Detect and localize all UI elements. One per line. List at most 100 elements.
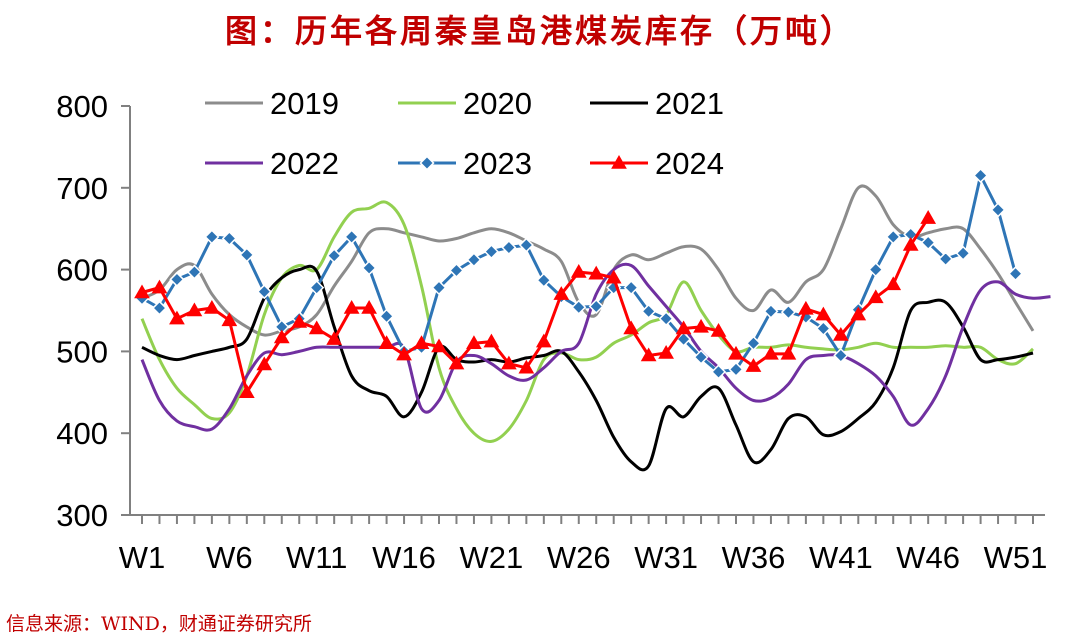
legend-item-2023: 2023: [398, 146, 532, 181]
data-point-2024: [343, 300, 360, 314]
data-point-2023: [571, 299, 587, 315]
chart-title: 图：历年各周秦皇岛港煤炭库存（万吨）: [224, 12, 855, 50]
x-tick-label: W36: [722, 540, 786, 575]
data-point-2024: [396, 346, 412, 361]
data-point-2024: [361, 300, 377, 314]
data-point-2024: [867, 289, 884, 304]
data-point-2023: [588, 298, 604, 314]
data-point-2023: [344, 229, 360, 245]
y-tick-label: 400: [56, 416, 108, 451]
data-point-2023: [745, 335, 762, 351]
data-point-2023: [466, 252, 482, 268]
series-line-2020: [140, 200, 1035, 443]
data-point-2023: [780, 304, 796, 320]
x-tick-label: W1: [119, 540, 166, 575]
data-point-2023: [885, 229, 901, 245]
data-point-2023: [309, 280, 325, 296]
data-point-2023: [169, 271, 185, 287]
legend-label: 2020: [463, 86, 532, 121]
legend-label: 2023: [463, 146, 532, 181]
data-point-2024: [134, 284, 150, 299]
data-point-2023: [693, 349, 709, 365]
series-line-2021: [141, 264, 1034, 472]
x-tick-label: W16: [372, 540, 436, 575]
data-point-2024: [378, 335, 395, 349]
data-point-2024: [553, 286, 570, 300]
data-point-2024: [221, 312, 238, 327]
data-point-2023: [501, 239, 517, 256]
data-point-2024: [605, 269, 622, 284]
data-point-2024: [466, 335, 482, 349]
data-point-2023: [641, 303, 657, 319]
data-point-2024: [850, 306, 867, 321]
data-point-2023: [431, 280, 447, 296]
data-point-2024: [728, 345, 744, 360]
data-point-2024: [780, 345, 797, 360]
data-point-2023: [868, 262, 884, 278]
legend-label: 2024: [655, 146, 724, 181]
data-point-2023: [658, 311, 674, 327]
data-point-2024: [570, 264, 587, 278]
data-point-2023: [221, 230, 237, 247]
data-point-2023: [379, 308, 395, 324]
data-point-2024: [588, 265, 605, 280]
data-point-2023: [326, 248, 342, 264]
series-line-2024: [141, 217, 930, 394]
data-point-2024: [535, 333, 552, 348]
data-point-2024: [763, 345, 779, 360]
y-tick-label: 600: [56, 253, 108, 288]
legend-label: 2019: [270, 86, 339, 121]
x-tick-label: W31: [634, 540, 698, 575]
data-point-2024: [885, 276, 902, 291]
data-point-2024: [501, 355, 517, 370]
data-point-2024: [326, 331, 343, 345]
x-tick-label: W21: [460, 540, 524, 575]
data-point-2024: [798, 300, 814, 315]
series-2022: [140, 262, 1051, 432]
data-point-2023: [973, 167, 989, 184]
data-point-2024: [658, 345, 674, 359]
legend-item-2020: 2020: [398, 86, 532, 121]
data-point-2023: [920, 235, 936, 251]
legend-item-2024: 2024: [590, 146, 724, 181]
legend-marker: [419, 155, 435, 171]
data-point-2023: [990, 202, 1006, 218]
legend-item-2022: 2022: [205, 146, 339, 181]
x-tick-label: W51: [984, 540, 1048, 575]
y-tick-label: 500: [56, 334, 108, 369]
data-point-2024: [204, 300, 220, 314]
data-point-2024: [693, 318, 709, 333]
x-tick-label: W41: [809, 540, 873, 575]
data-point-2024: [308, 320, 325, 335]
series-layer: [134, 167, 1051, 472]
data-point-2024: [710, 322, 727, 337]
data-point-2024: [745, 358, 762, 372]
legend: 2019 2020 2021 2022 2023 2024: [205, 86, 724, 181]
data-point-2024: [675, 320, 692, 335]
series-2024: [134, 210, 937, 399]
data-point-2024: [431, 338, 447, 353]
series-2020: [140, 200, 1035, 443]
data-point-2024: [186, 302, 203, 317]
legend-item-2019: 2019: [205, 86, 339, 121]
data-point-2023: [833, 347, 849, 364]
data-point-2023: [361, 260, 377, 276]
x-tick-label: W26: [547, 540, 611, 575]
x-tick-label: W46: [896, 540, 960, 575]
data-point-2024: [815, 306, 832, 321]
data-point-2023: [763, 303, 779, 319]
data-point-2024: [902, 237, 919, 251]
series-2021: [141, 264, 1034, 472]
data-point-2023: [815, 320, 831, 337]
data-point-2023: [204, 229, 220, 245]
legend-item-2021: 2021: [590, 86, 724, 121]
data-point-2023: [955, 245, 971, 261]
data-point-2023: [239, 247, 255, 263]
data-point-2024: [238, 384, 255, 399]
data-point-2024: [273, 329, 290, 344]
data-point-2024: [256, 356, 273, 371]
data-point-2023: [256, 284, 272, 300]
series-line-2022: [140, 262, 1051, 432]
data-point-2024: [920, 210, 937, 224]
data-point-2024: [832, 327, 849, 341]
